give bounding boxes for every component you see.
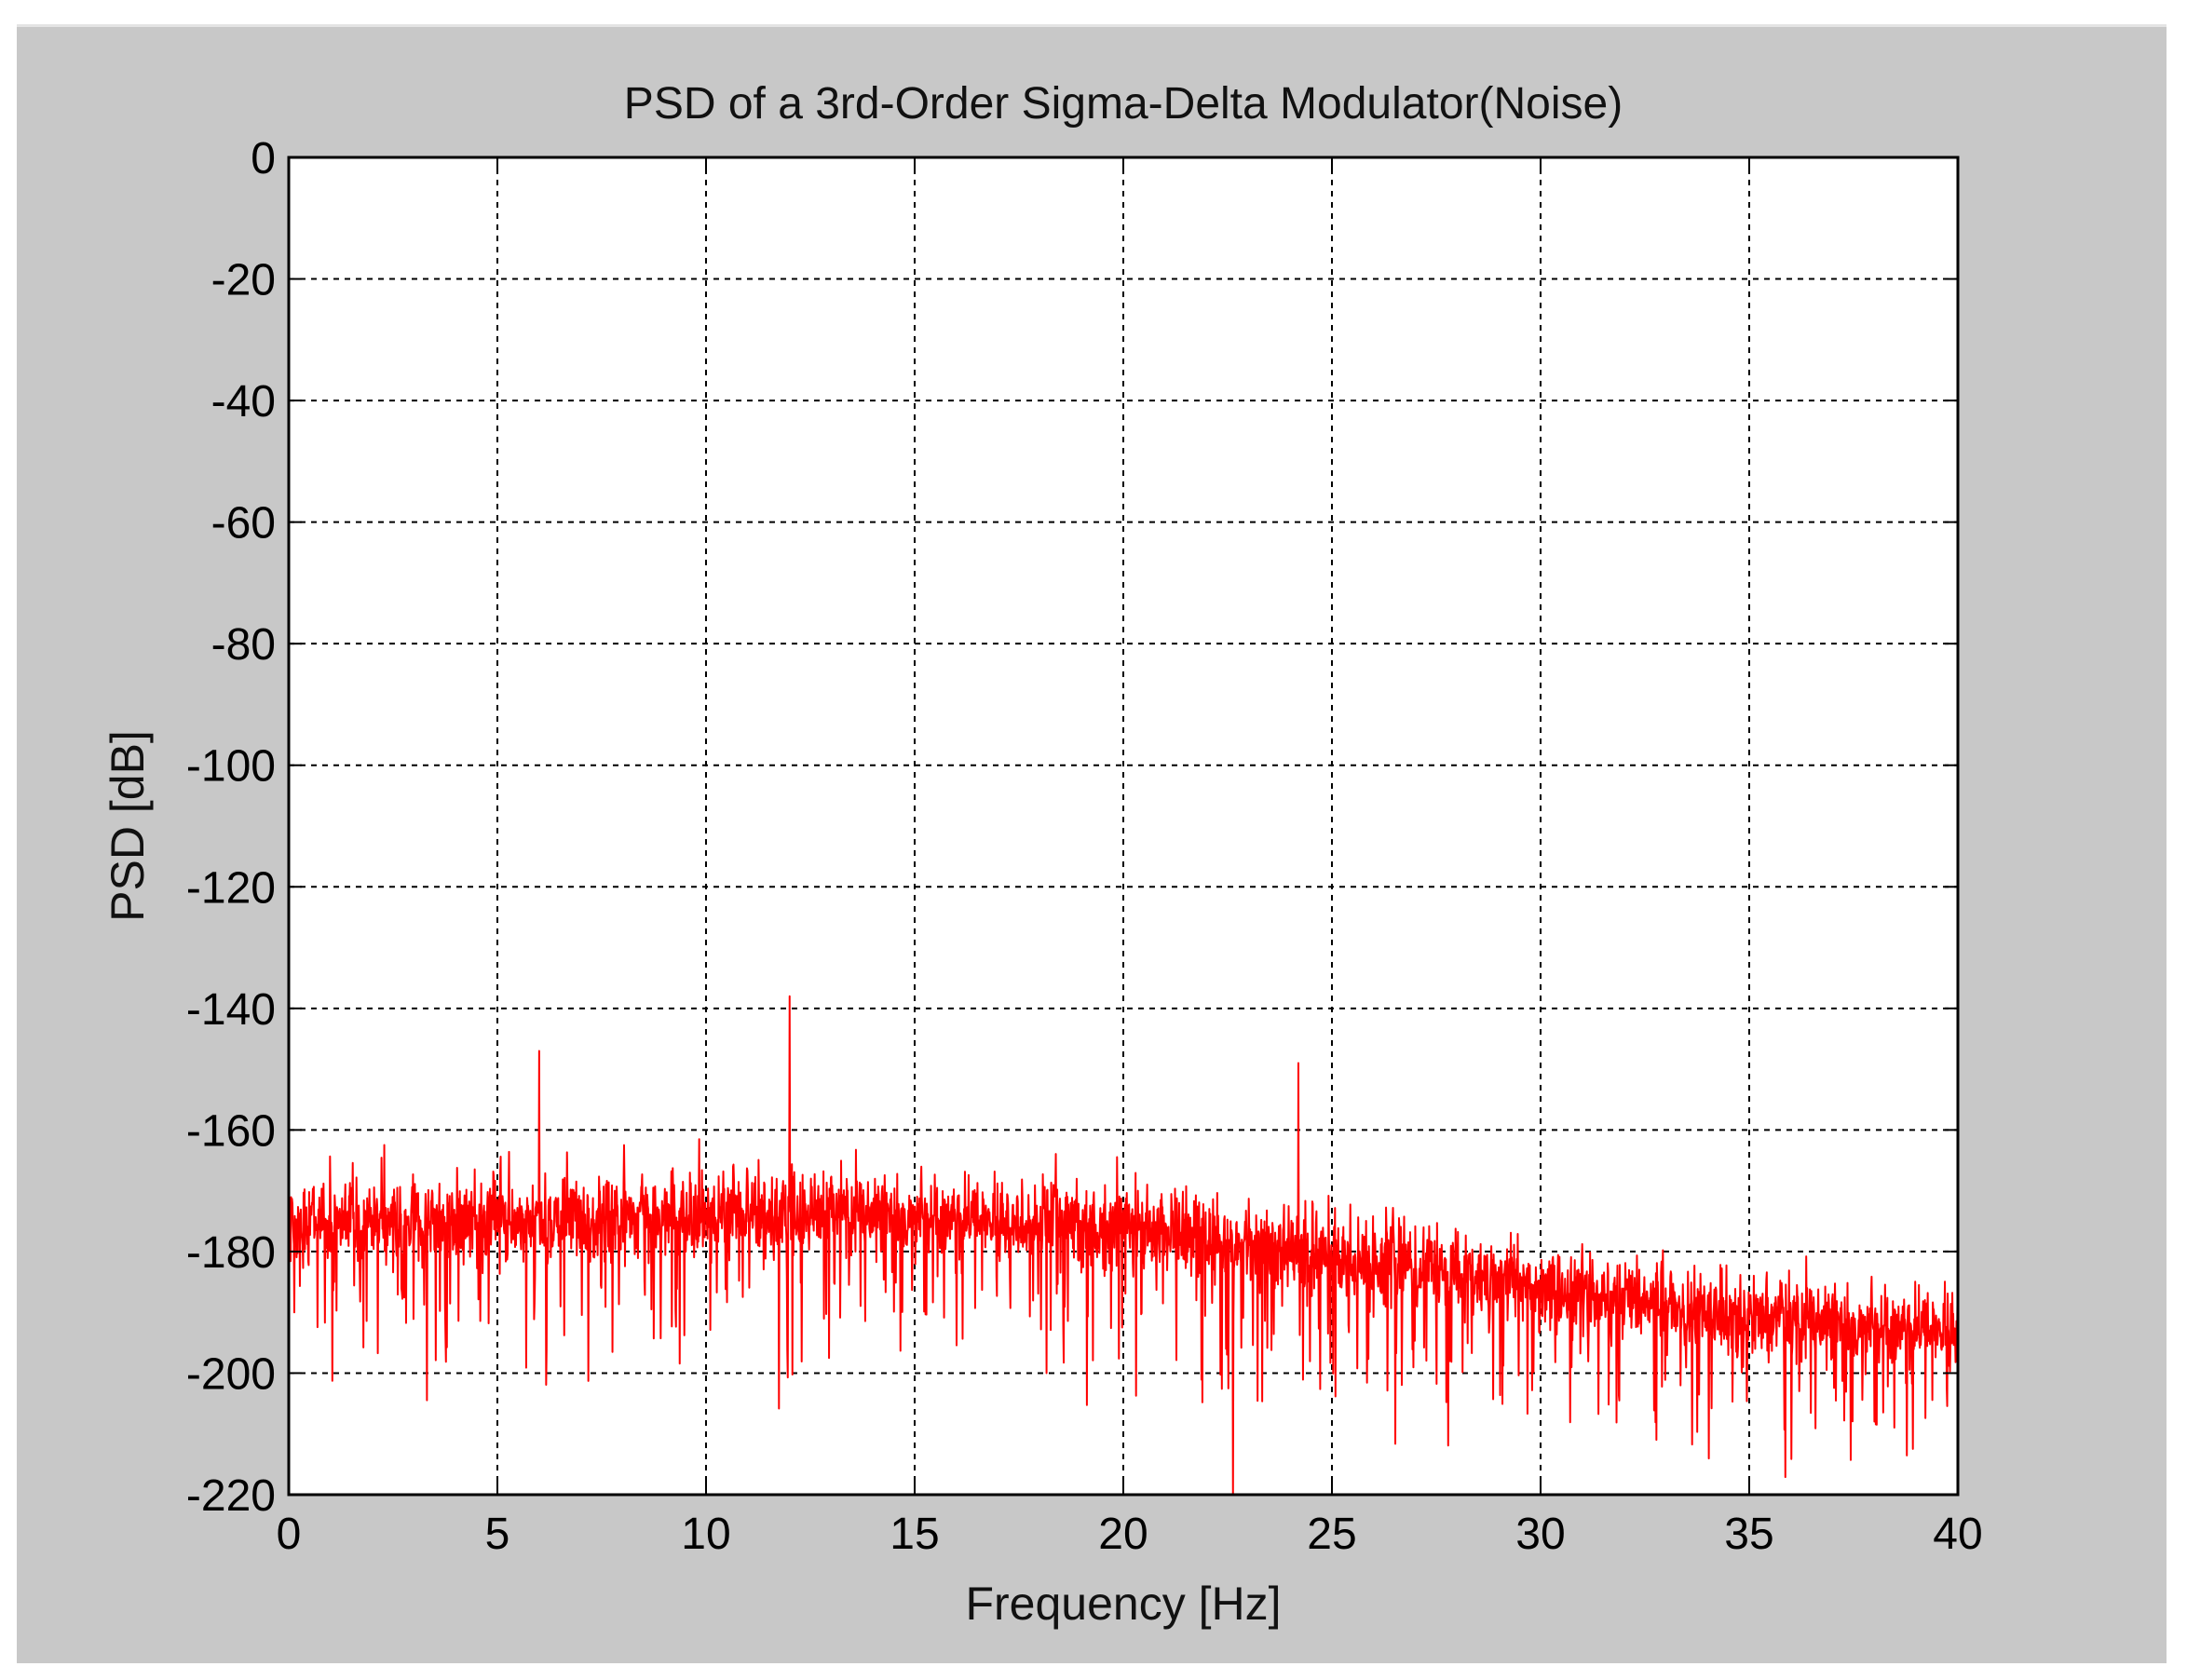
x-tick-label: 20	[1098, 1510, 1148, 1559]
psd-trace	[288, 661, 1959, 1496]
x-tick-label: 0	[277, 1510, 302, 1559]
y-tick-label: 0	[251, 134, 276, 183]
y-axis-label: PSD [dB]	[102, 730, 154, 922]
y-tick-label: -120	[186, 863, 276, 913]
x-axis-ticks: 0 5 10 15 20 25 30 35 40	[277, 157, 1983, 1559]
psd-chart: 0 5 10 15 20 25 30 35 40 0 -20 -40 -60 -80 -100 -120 -1…	[102, 79, 1983, 1630]
x-tick-label: 30	[1515, 1510, 1565, 1559]
x-tick-label: 25	[1307, 1510, 1356, 1559]
y-tick-label: -100	[186, 742, 276, 792]
psd-series-line	[288, 661, 1959, 1496]
x-tick-label: 15	[890, 1510, 939, 1559]
y-axis-ticks: 0 -20 -40 -60 -80 -100 -120 -140 -160 -180 -200 -22…	[186, 134, 1958, 1521]
y-tick-label: -60	[211, 499, 276, 549]
x-tick-label: 40	[1933, 1510, 1982, 1559]
y-tick-label: -140	[186, 985, 276, 1035]
y-tick-label: -220	[186, 1471, 276, 1521]
chart-title: PSD of a 3rd-Order Sigma-Delta Modulator…	[624, 79, 1623, 129]
y-tick-label: -180	[186, 1228, 276, 1278]
x-tick-label: 10	[681, 1510, 730, 1559]
x-tick-label: 5	[485, 1510, 510, 1559]
y-tick-label: -200	[186, 1349, 276, 1399]
y-tick-label: -80	[211, 620, 276, 670]
y-tick-label: -160	[186, 1106, 276, 1156]
figure-window: 0 5 10 15 20 25 30 35 40 0 -20 -40 -60 -80 -100 -120 -1…	[17, 24, 2167, 1663]
y-tick-label: -40	[211, 377, 276, 427]
x-axis-label: Frequency [Hz]	[965, 1578, 1281, 1630]
plot-area	[289, 157, 1958, 1495]
y-tick-label: -20	[211, 256, 276, 305]
x-tick-label: 35	[1724, 1510, 1773, 1559]
